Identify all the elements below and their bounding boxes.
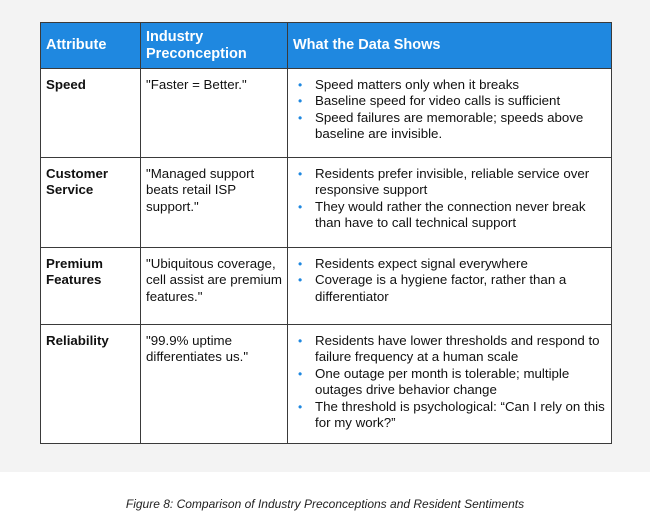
attribute-cell: Premium Features xyxy=(40,247,141,325)
header-row: Attribute Industry Preconception What th… xyxy=(40,22,612,69)
attribute-cell: Customer Service xyxy=(40,157,141,248)
finding-item: Speed matters only when it breaks xyxy=(293,77,606,94)
finding-item: Residents have lower thresholds and resp… xyxy=(293,333,606,366)
finding-item: Coverage is a hygiene factor, rather tha… xyxy=(293,272,606,305)
header-attribute: Attribute xyxy=(40,22,141,69)
findings-list: Residents prefer invisible, reliable ser… xyxy=(293,166,606,232)
finding-item: One outage per month is tolerable; multi… xyxy=(293,366,606,399)
attribute-cell: Speed xyxy=(40,68,141,158)
figure-caption: Figure 8: Comparison of Industry Preconc… xyxy=(125,497,525,511)
finding-item: Speed failures are memorable; speeds abo… xyxy=(293,110,606,143)
findings-cell: Residents have lower thresholds and resp… xyxy=(287,324,612,444)
comparison-table: Attribute Industry Preconception What th… xyxy=(40,22,612,444)
preconception-cell: "Faster = Better." xyxy=(140,68,288,158)
findings-list: Residents expect signal everywhere Cover… xyxy=(293,256,606,305)
findings-list: Speed matters only when it breaks Baseli… xyxy=(293,77,606,143)
preconception-cell: "99.9% uptime differentiates us." xyxy=(140,324,288,444)
preconception-cell: "Ubiquitous coverage, cell assist are pr… xyxy=(140,247,288,325)
table-row: Speed "Faster = Better." Speed matters o… xyxy=(40,68,612,158)
finding-item: Baseline speed for video calls is suffic… xyxy=(293,93,606,110)
table-row: Customer Service "Managed support beats … xyxy=(40,157,612,248)
header-preconception: Industry Preconception xyxy=(140,22,288,69)
findings-cell: Residents prefer invisible, reliable ser… xyxy=(287,157,612,248)
figure-panel: Attribute Industry Preconception What th… xyxy=(0,0,650,472)
finding-item: Residents prefer invisible, reliable ser… xyxy=(293,166,606,199)
attribute-cell: Reliability xyxy=(40,324,141,444)
table-row: Premium Features "Ubiquitous coverage, c… xyxy=(40,247,612,325)
finding-item: The threshold is psychological: “Can I r… xyxy=(293,399,606,432)
finding-item: They would rather the connection never b… xyxy=(293,199,606,232)
header-data-shows: What the Data Shows xyxy=(287,22,612,69)
finding-item: Residents expect signal everywhere xyxy=(293,256,606,273)
findings-cell: Residents expect signal everywhere Cover… xyxy=(287,247,612,325)
table-row: Reliability "99.9% uptime differentiates… xyxy=(40,324,612,444)
findings-cell: Speed matters only when it breaks Baseli… xyxy=(287,68,612,158)
findings-list: Residents have lower thresholds and resp… xyxy=(293,333,606,431)
preconception-cell: "Managed support beats retail ISP suppor… xyxy=(140,157,288,248)
